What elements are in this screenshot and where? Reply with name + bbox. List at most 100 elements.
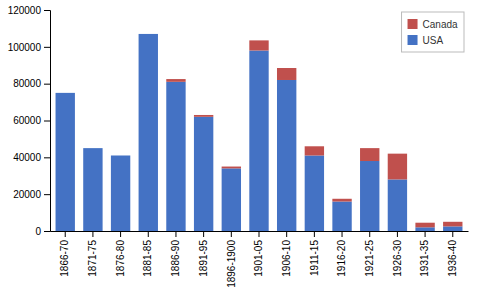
bar: [194, 115, 213, 117]
tick-label: 1931-35: [419, 240, 430, 277]
legend-frame: [402, 12, 464, 52]
tick: 0: [35, 226, 50, 237]
bar: [249, 40, 268, 50]
tick-label: 1896-1900: [226, 240, 237, 288]
bar: [305, 155, 324, 231]
tick-mark: [397, 231, 398, 237]
tick-mark: [369, 231, 370, 237]
tick: 1871-75: [87, 231, 98, 277]
bar: [332, 202, 351, 231]
tick-label: 1901-05: [253, 240, 264, 277]
tick: 1881-85: [142, 231, 153, 277]
bar: [305, 146, 324, 155]
tick: 1911-15: [309, 231, 320, 276]
bar: [139, 34, 158, 231]
bar: [360, 161, 379, 231]
plot: 0 20000 40000 60000 80000 100000 120000 1866-70…: [8, 5, 469, 288]
tick: 1926-30: [392, 231, 403, 277]
bar: [139, 33, 158, 34]
tick-mark: [452, 231, 453, 237]
tick-label: 1876-80: [115, 240, 126, 277]
tick: 1866-70: [59, 231, 70, 277]
tick-mark: [65, 231, 66, 237]
tick-mark: [231, 231, 232, 237]
bar: [249, 51, 268, 231]
bar: [83, 148, 102, 231]
tick-label: 1916-20: [336, 240, 347, 277]
x-axis: 1866-70 1871-75 1876-80 1881-85 1886-90 1891-…: [51, 231, 469, 288]
bar: [388, 154, 407, 180]
tick-label: 120000: [8, 5, 42, 16]
tick: 1936-40: [447, 231, 458, 277]
legend-swatch: [408, 19, 418, 29]
tick-label: 80000: [13, 78, 41, 89]
tick: 1886-90: [170, 231, 181, 277]
tick: 1901-05: [253, 231, 264, 277]
tick: 60000: [13, 115, 50, 126]
bar: [360, 148, 379, 161]
bar: [166, 82, 185, 231]
bar: [443, 226, 462, 231]
tick-mark: [92, 231, 93, 237]
tick-label: 20000: [13, 189, 41, 200]
tick-mark: [44, 10, 50, 11]
tick-label: 1891-95: [198, 240, 209, 277]
tick-mark: [175, 231, 176, 237]
tick-mark: [148, 231, 149, 237]
bar: [194, 117, 213, 231]
bar: [222, 167, 241, 169]
tick-label: 1871-75: [87, 240, 98, 277]
tick-label: 40000: [13, 152, 41, 163]
y-axis: 0 20000 40000 60000 80000 100000 120000: [8, 5, 51, 237]
tick-label: 1936-40: [447, 240, 458, 277]
tick: 1876-80: [115, 231, 126, 277]
tick-mark: [44, 84, 50, 85]
bar: [111, 155, 130, 231]
tick-mark: [314, 231, 315, 237]
bar: [388, 179, 407, 231]
tick-mark: [44, 194, 50, 195]
tick: 1931-35: [419, 231, 430, 277]
tick: 80000: [13, 78, 50, 89]
tick-label: 1906-10: [281, 240, 292, 277]
tick-label: 1866-70: [59, 240, 70, 277]
legend: Canada USA: [402, 12, 464, 52]
legend-label: USA: [423, 35, 444, 46]
bar: [277, 68, 296, 80]
axis-line: [44, 11, 51, 232]
bar: [56, 93, 75, 231]
bar-series: [166, 40, 462, 227]
bar: [111, 155, 130, 156]
tick: 40000: [13, 152, 50, 163]
bar: [166, 79, 185, 82]
tick-mark: [342, 231, 343, 237]
bar: [222, 168, 241, 231]
tick: 20000: [13, 189, 50, 200]
tick: 1891-95: [198, 231, 209, 277]
tick: 1916-20: [336, 231, 347, 277]
tick-mark: [286, 231, 287, 237]
legend-label: Canada: [423, 19, 458, 30]
tick-label: 1926-30: [392, 240, 403, 277]
legend-item: USA: [408, 35, 444, 46]
tick-label: 1921-25: [364, 240, 375, 277]
bar: [83, 148, 102, 149]
tick-mark: [425, 231, 426, 237]
tick: 1906-10: [281, 231, 292, 277]
tick-label: 1911-15: [309, 240, 320, 276]
tick-mark: [44, 121, 50, 122]
bar: [443, 222, 462, 227]
bar: [277, 80, 296, 231]
bars: [56, 34, 463, 231]
bar: [415, 223, 434, 228]
bar: [415, 227, 434, 231]
tick: 1921-25: [364, 231, 375, 277]
tick: 1896-1900: [226, 231, 237, 288]
tick-label: 0: [35, 226, 41, 237]
bar: [56, 92, 75, 93]
tick-mark: [44, 157, 50, 158]
chart: 0 20000 40000 60000 80000 100000 120000 1866-70…: [0, 0, 480, 289]
tick: 100000: [8, 42, 50, 53]
tick-mark: [120, 231, 121, 237]
tick-mark: [44, 231, 50, 232]
